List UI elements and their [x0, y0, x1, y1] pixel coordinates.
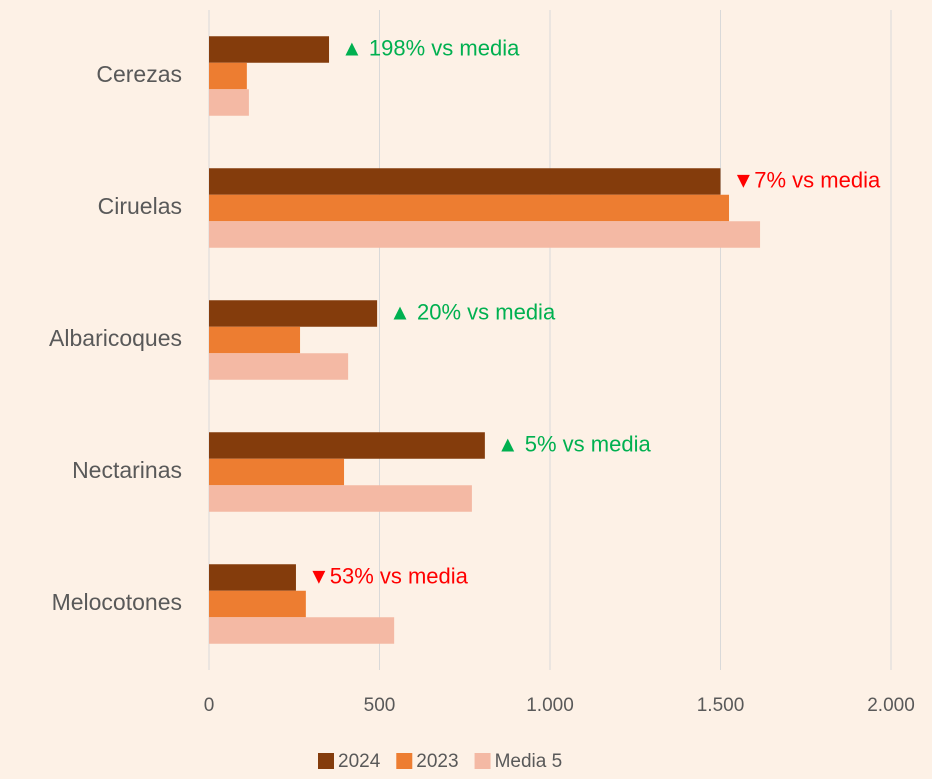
bar: [209, 617, 395, 644]
x-tick-label: 500: [364, 695, 396, 716]
bar: [209, 221, 761, 248]
bar: [209, 458, 345, 486]
x-tick-label: 1.500: [697, 695, 745, 716]
x-tick-label: 2.000: [867, 695, 915, 716]
legend-swatch: [474, 753, 491, 769]
bar: [209, 485, 472, 512]
bar: [209, 326, 301, 354]
bar: [209, 564, 296, 591]
bar: [209, 194, 730, 222]
annotation: ▲ 5% vs media: [497, 431, 652, 456]
annotation: ▼7% vs media: [733, 167, 881, 192]
y-tick-label: Nectarinas: [72, 457, 182, 483]
bar: [209, 353, 349, 380]
bar: [209, 36, 330, 63]
bar: [209, 590, 306, 618]
legend-swatch: [318, 753, 334, 769]
legend-swatch: [396, 753, 413, 769]
y-tick-label: Melocotones: [52, 589, 182, 615]
bar: [209, 62, 247, 90]
y-tick-label: Ciruelas: [98, 193, 182, 219]
annotation: ▲ 198% vs media: [341, 35, 520, 60]
legend-label: Media 5: [495, 751, 563, 772]
bar: [209, 432, 485, 459]
legend-label: 2023: [416, 751, 458, 772]
x-tick-label: 0: [204, 695, 215, 716]
y-tick-label: Albaricoques: [49, 325, 182, 351]
x-tick-label: 1.000: [526, 695, 574, 716]
y-tick-label: Cerezas: [96, 61, 182, 87]
bar: [209, 89, 249, 116]
legend-label: 2024: [338, 751, 381, 772]
annotation: ▼53% vs media: [308, 563, 469, 588]
annotation: ▲ 20% vs media: [389, 299, 556, 324]
bar: [209, 168, 721, 195]
bar: [209, 300, 378, 327]
